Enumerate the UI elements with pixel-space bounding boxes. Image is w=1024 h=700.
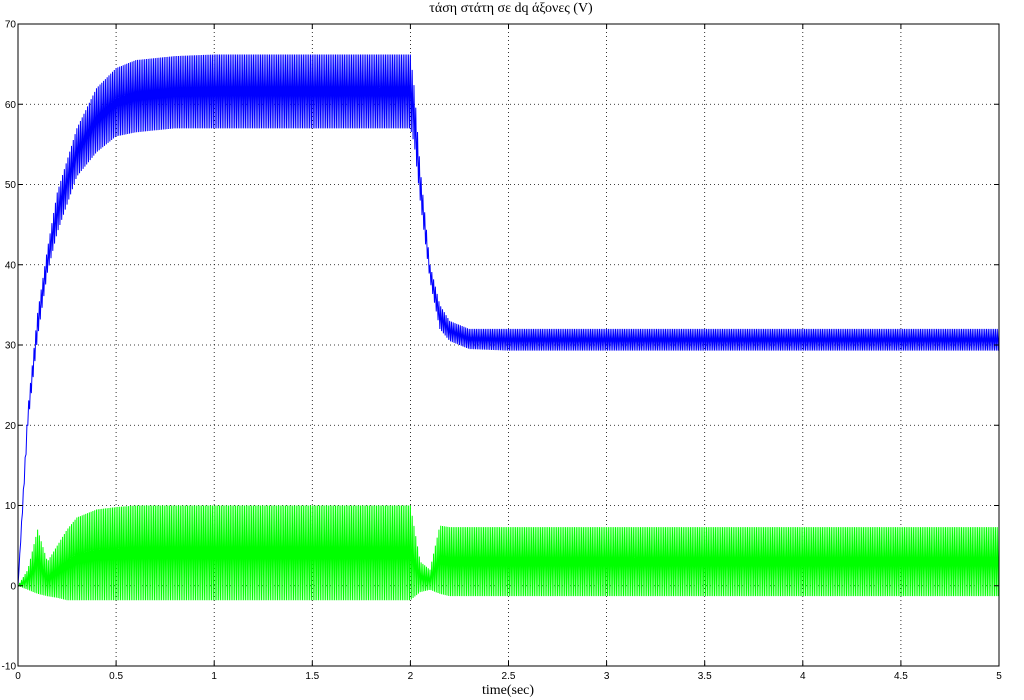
y-tick-label: 60: [5, 100, 17, 111]
x-tick-label: 3.5: [698, 671, 712, 682]
series-line-1: [17, 54, 1000, 586]
x-tick-label: 1: [211, 671, 217, 682]
x-tick-label: 4.5: [894, 671, 908, 682]
x-tick-label: 0: [15, 671, 21, 682]
chart-title: τάση στάτη σε dq άξονες (V): [429, 1, 593, 16]
y-tick-label: 50: [5, 180, 17, 191]
x-tick-label: 2: [408, 671, 414, 682]
x-axis-label: time(sec): [481, 683, 535, 698]
series-line-2: [17, 505, 1000, 601]
x-tick-label: 3: [604, 671, 610, 682]
y-tick-label: 10: [5, 501, 17, 512]
plot-frame: [17, 23, 1000, 667]
x-tick-label: 5: [996, 671, 1002, 682]
x-tick-label: 1.5: [305, 671, 319, 682]
series-layer: [17, 54, 1000, 601]
x-tick-label: 2.5: [502, 671, 516, 682]
x-tick-label: 0.5: [109, 671, 123, 682]
x-tick-label: 4: [800, 671, 806, 682]
y-tick-label: 70: [5, 20, 17, 31]
y-tick-label: 0: [10, 581, 16, 592]
y-tick-label: 40: [5, 260, 17, 271]
y-tick-label: -10: [2, 662, 17, 673]
y-tick-label: 20: [5, 421, 17, 432]
y-tick-label: 30: [5, 341, 17, 352]
